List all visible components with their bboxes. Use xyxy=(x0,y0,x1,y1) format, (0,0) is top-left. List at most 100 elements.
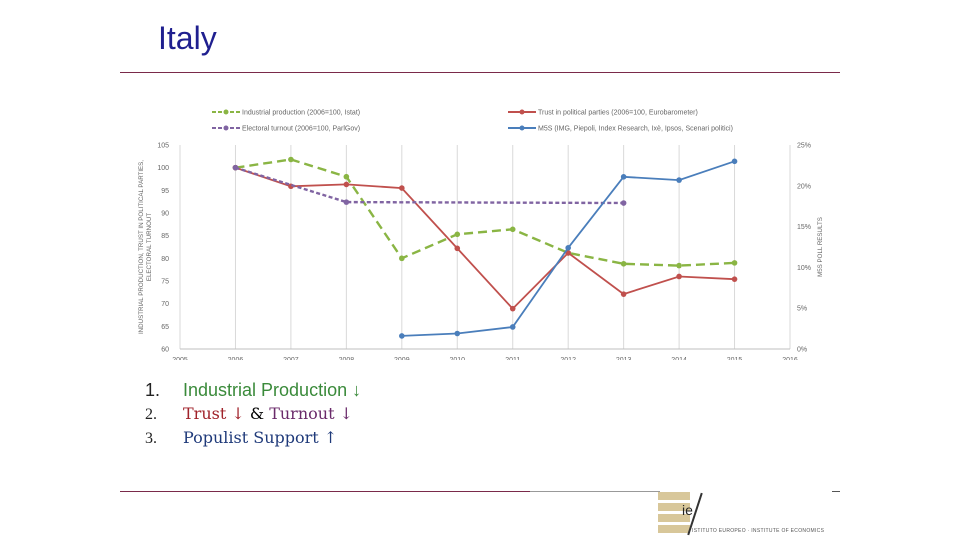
y2-tick-label: 0% xyxy=(797,347,807,354)
data-point xyxy=(232,164,239,171)
data-point xyxy=(676,273,682,280)
data-point xyxy=(676,177,682,183)
x-tick-label: 2016 xyxy=(782,357,798,360)
list-number: 3. xyxy=(145,430,157,447)
list-item: 3. Populist Support ↑ xyxy=(145,428,361,452)
data-point xyxy=(399,185,405,191)
y-tick-label: 85 xyxy=(161,233,169,240)
populist-support-label: Populist Support xyxy=(183,428,319,447)
x-tick-label: 2014 xyxy=(671,357,687,360)
logo-bars-icon xyxy=(656,490,694,536)
data-point xyxy=(731,276,738,282)
trust-label: Trust xyxy=(183,404,227,423)
data-point xyxy=(565,245,571,251)
list-item: 1. Industrial Production ↓ xyxy=(145,380,361,404)
data-point xyxy=(399,255,405,262)
legend-label: M5S (IMG, Piepoli, Index Research, Ixè, … xyxy=(538,126,733,133)
y2-tick-label: 20% xyxy=(797,183,811,190)
series-line-1 xyxy=(235,166,735,311)
data-point xyxy=(620,260,627,267)
data-point xyxy=(620,291,627,297)
y2-tick-label: 5% xyxy=(797,306,807,313)
y-tick-label: 105 xyxy=(157,143,169,150)
x-tick-label: 2012 xyxy=(560,357,576,360)
data-point xyxy=(620,200,627,206)
legend-marker xyxy=(223,125,229,131)
chart-legend: Industrial production (2006=100, Istat) T… xyxy=(212,109,733,133)
list-number: 2. xyxy=(145,406,157,423)
chart-axes: 2005 2006 2007 2008 2009 2010 2011 2012 2013 2014… xyxy=(138,143,824,361)
y-tick-label: 90 xyxy=(161,211,169,218)
y-tick-label: 95 xyxy=(161,188,169,195)
industrial-production-label: Industrial Production xyxy=(183,380,348,400)
data-point xyxy=(288,156,294,163)
down-arrow-icon: ↓ xyxy=(231,404,245,423)
title-divider xyxy=(120,72,840,73)
x-tick-label: 2008 xyxy=(339,357,355,360)
y-tick-label: 75 xyxy=(161,279,169,286)
slide-title: Italy xyxy=(158,20,217,56)
ampersand: & xyxy=(249,404,265,423)
logo-text: ie xyxy=(682,502,693,518)
data-point xyxy=(509,324,516,330)
legend-label: Industrial production (2006=100, Istat) xyxy=(242,110,360,117)
footer-divider-right xyxy=(530,491,660,492)
data-point xyxy=(731,260,738,266)
data-point xyxy=(565,250,571,256)
footer-divider-end xyxy=(832,491,840,492)
series-line-0 xyxy=(235,158,735,267)
legend-marker xyxy=(519,125,525,131)
list-item: 2. Trust ↓ & Turnout ↓ xyxy=(145,404,361,428)
list-number: 1. xyxy=(145,380,161,400)
y2-tick-label: 15% xyxy=(797,224,811,231)
data-point xyxy=(620,174,627,180)
legend-marker xyxy=(223,109,229,115)
x-tick-label: 2009 xyxy=(394,357,410,360)
y2-tick-label: 25% xyxy=(797,143,811,150)
institute-logo: ie ISTITUTO EUROPEO · INSTITUTE OF ECONO… xyxy=(656,490,836,538)
y-tick-label: 60 xyxy=(161,347,169,354)
y-tick-label: 100 xyxy=(157,165,169,172)
data-point xyxy=(454,231,461,238)
data-point xyxy=(343,199,350,205)
up-arrow-icon: ↑ xyxy=(323,428,338,447)
y-tick-label: 80 xyxy=(161,256,169,263)
down-arrow-icon: ↓ xyxy=(339,404,353,423)
logo-tagline: ISTITUTO EUROPEO · INSTITUTE OF ECONOMIC… xyxy=(692,528,825,534)
chart-grid xyxy=(179,145,791,349)
x-tick-label: 2011 xyxy=(505,357,520,360)
y-axis-label: INDUSTRIAL PRODUCTION, TRUST IN POLITICA… xyxy=(138,160,153,334)
data-point xyxy=(343,181,350,188)
legend-marker xyxy=(519,109,525,115)
data-point xyxy=(676,262,682,269)
legend-label: Electoral turnout (2006=100, ParlGov) xyxy=(242,126,360,133)
x-tick-label: 2010 xyxy=(449,357,465,360)
data-point xyxy=(343,173,350,180)
list-text: Trust ↓ & Turnout ↓ xyxy=(183,404,353,423)
data-point xyxy=(399,333,405,339)
turnout-label: Turnout xyxy=(269,404,335,423)
y-axis-label-line: INDUSTRIAL PRODUCTION, TRUST IN POLITICA… xyxy=(138,160,145,334)
x-tick-label: 2013 xyxy=(616,357,632,360)
list-text: Industrial Production ↓ xyxy=(183,380,361,401)
data-point xyxy=(731,158,738,165)
x-tick-label: 2007 xyxy=(283,357,299,360)
y-tick-label: 70 xyxy=(161,301,169,308)
line-chart: Industrial production (2006=100, Istat) T… xyxy=(138,109,824,361)
x-tick-label: 2006 xyxy=(228,357,244,360)
legend-label: Trust in political parties (2006=100, Eu… xyxy=(538,110,698,117)
list-text: Populist Support ↑ xyxy=(183,428,337,447)
y2-axis-label: M5S POLL RESULTS xyxy=(817,217,824,277)
data-point xyxy=(509,226,516,233)
data-point xyxy=(509,305,516,312)
down-arrow-icon: ↓ xyxy=(352,380,362,400)
y-tick-label: 65 xyxy=(161,324,169,331)
footer-divider xyxy=(120,491,530,492)
x-tick-label: 2015 xyxy=(727,357,743,360)
chart-series xyxy=(232,156,738,339)
x-tick-label: 2005 xyxy=(172,357,188,360)
y-axis-label-line: ELECTORAL TURNOUT xyxy=(146,213,153,282)
series-line-2 xyxy=(235,166,624,205)
y2-tick-label: 10% xyxy=(797,265,811,272)
data-point xyxy=(454,330,461,337)
